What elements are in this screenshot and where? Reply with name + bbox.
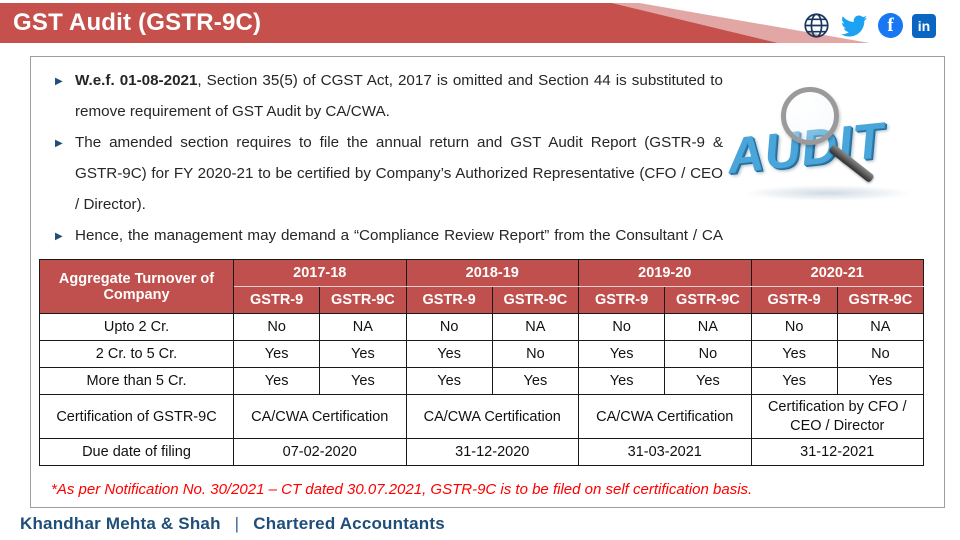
facebook-icon[interactable]: f	[878, 13, 903, 38]
year-header: 2019-20	[578, 259, 752, 287]
social-icons: f in	[803, 12, 936, 39]
sub-header: GSTR-9C	[836, 286, 925, 314]
page-title: GST Audit (GSTR-9C)	[13, 9, 262, 36]
cell: Yes	[319, 340, 407, 368]
cell: Yes	[577, 367, 666, 395]
cell: Yes	[750, 367, 838, 395]
table-corner-header: Aggregate Turnover of Company	[39, 259, 234, 314]
cell: Yes	[664, 367, 752, 395]
cell: No	[836, 340, 925, 368]
cell: Yes	[319, 367, 407, 395]
table-row: 2 Cr. to 5 Cr. Yes Yes Yes No Yes No Yes…	[39, 340, 925, 368]
sub-header: GSTR-9	[750, 286, 838, 314]
cell-highlighted: Certification by CFO / CEO / Director	[750, 394, 924, 439]
cell: Yes	[405, 340, 493, 368]
audit-clipart-shadow	[743, 185, 913, 201]
bullet-arrow-icon: ▶	[55, 76, 63, 87]
row-label: Certification of GSTR-9C	[39, 394, 234, 439]
cell: No	[577, 313, 666, 341]
bullet-arrow-icon: ▶	[55, 138, 63, 149]
table-row-certification: Certification of GSTR-9C CA/CWA Certific…	[39, 394, 924, 439]
bullet-text: W.e.f. 01-08-2021, Section 35(5) of CGST…	[75, 72, 723, 120]
cell: NA	[491, 313, 580, 341]
cell: No	[491, 340, 580, 368]
row-label: 2 Cr. to 5 Cr.	[39, 340, 234, 368]
cell: CA/CWA Certification	[578, 394, 752, 439]
cell: 07-02-2020	[233, 438, 407, 466]
cell: NA	[319, 313, 407, 341]
cell: No	[232, 313, 321, 341]
bullet-arrow-icon: ▶	[55, 231, 63, 242]
cell: CA/CWA Certification	[405, 394, 579, 439]
cell: CA/CWA Certification	[233, 394, 407, 439]
cell: Yes	[577, 340, 666, 368]
audit-clipart: AUDIT	[723, 85, 938, 225]
cell: 31-12-2020	[405, 438, 579, 466]
twitter-icon[interactable]	[839, 13, 869, 39]
table-row: More than 5 Cr. Yes Yes Yes Yes Yes Yes …	[39, 367, 925, 395]
firm-name: Khandhar Mehta & Shah	[20, 514, 221, 533]
year-header: 2018-19	[405, 259, 579, 287]
sub-header: GSTR-9	[577, 286, 666, 314]
cell: NA	[664, 313, 752, 341]
footer-divider: |	[234, 514, 240, 533]
table-row-due-date: Due date of filing 07-02-2020 31-12-2020…	[39, 438, 924, 466]
cell: No	[750, 313, 838, 341]
cell: Yes	[405, 367, 493, 395]
gstr-compliance-table: Aggregate Turnover of Company 2017-18 20…	[39, 259, 925, 466]
bullet-item: ▶ The amended section requires to file t…	[55, 127, 723, 220]
table-row: Upto 2 Cr. No NA No NA No NA No NA	[39, 313, 925, 341]
row-label: Due date of filing	[39, 438, 234, 466]
footnote: *As per Notification No. 30/2021 – CT da…	[51, 481, 753, 498]
bullet-text: The amended section requires to file the…	[75, 134, 723, 213]
globe-icon[interactable]	[803, 12, 830, 39]
cell: 31-12-2021	[750, 438, 924, 466]
linkedin-icon[interactable]: in	[912, 13, 936, 38]
cell: No	[664, 340, 752, 368]
sub-header: GSTR-9C	[319, 286, 407, 314]
row-label: Upto 2 Cr.	[39, 313, 234, 341]
sub-header: GSTR-9	[232, 286, 321, 314]
cell: Yes	[836, 367, 925, 395]
cell: 31-03-2021	[578, 438, 752, 466]
cell: Yes	[232, 340, 321, 368]
sub-header: GSTR-9C	[664, 286, 752, 314]
sub-header: GSTR-9	[405, 286, 493, 314]
year-header: 2020-21	[750, 259, 924, 287]
bullet-list: ▶ W.e.f. 01-08-2021, Section 35(5) of CG…	[55, 65, 723, 282]
footer: Khandhar Mehta & Shah | Chartered Accounta…	[20, 514, 445, 534]
magnifier-icon	[781, 87, 839, 145]
sub-header: GSTR-9C	[491, 286, 580, 314]
cell: Yes	[750, 340, 838, 368]
cell: NA	[836, 313, 925, 341]
content-box: ▶ W.e.f. 01-08-2021, Section 35(5) of CG…	[30, 56, 945, 508]
cell: Yes	[232, 367, 321, 395]
year-header: 2017-18	[233, 259, 407, 287]
bullet-item: ▶ W.e.f. 01-08-2021, Section 35(5) of CG…	[55, 65, 723, 127]
cell: Yes	[491, 367, 580, 395]
title-banner: GST Audit (GSTR-9C)	[0, 3, 960, 43]
firm-tagline: Chartered Accountants	[253, 514, 445, 533]
row-label: More than 5 Cr.	[39, 367, 234, 395]
cell: No	[405, 313, 493, 341]
